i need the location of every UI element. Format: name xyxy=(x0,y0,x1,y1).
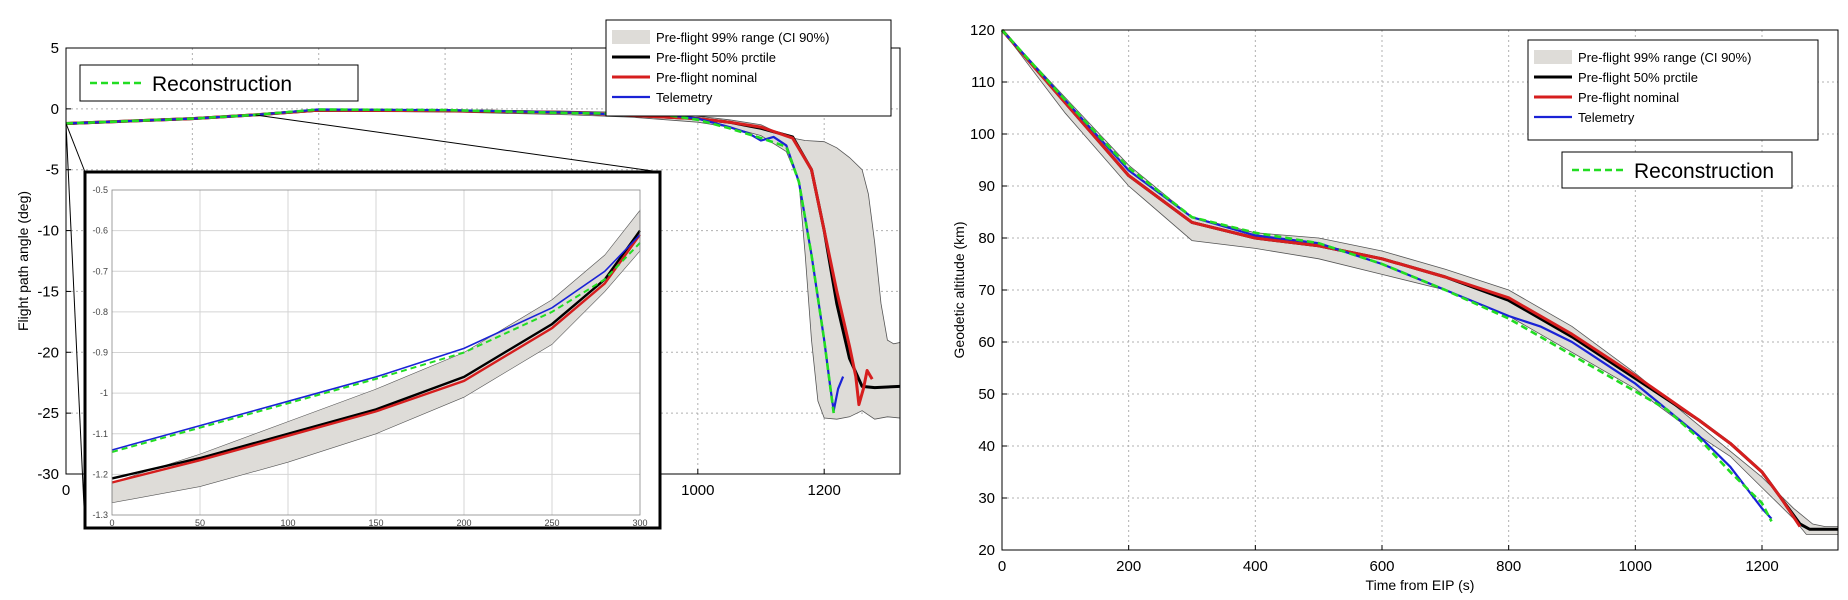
legend-entry-pre-flight-99-range-ci-90: Pre-flight 99% range (CI 90%) xyxy=(1578,50,1751,65)
y-tick-label: 0 xyxy=(51,101,59,118)
legend: Pre-flight 99% range (CI 90%) Pre-flight … xyxy=(1527,39,1819,141)
legend-box xyxy=(605,19,892,117)
legend-box xyxy=(1527,39,1819,141)
x-tick-label: 1000 xyxy=(1619,558,1652,575)
series-reconstruction xyxy=(1001,29,1773,523)
y-tick-label: -15 xyxy=(37,283,59,300)
zoom-connector xyxy=(65,123,86,529)
reconstruction-label: Reconstruction xyxy=(1634,160,1774,183)
legend-entry-pre-flight-nominal: Pre-flight nominal xyxy=(656,70,757,85)
reconstruction-label: Reconstruction xyxy=(152,73,292,96)
y-tick-label: 110 xyxy=(971,74,995,91)
inset-y-tick-label: -0.6 xyxy=(92,226,108,236)
y-axis-label: Geodetic altitude (km) xyxy=(951,222,967,359)
y-tick-label: 90 xyxy=(978,178,995,195)
inset-y-tick-label: -1.3 xyxy=(92,510,108,520)
x-tick-label: 800 xyxy=(1496,558,1521,575)
legend-entry-pre-flight-nominal: Pre-flight nominal xyxy=(1578,90,1679,105)
y-tick-label: 40 xyxy=(978,438,995,455)
x-tick-label: 1200 xyxy=(807,482,840,499)
y-tick-label: 60 xyxy=(978,334,995,351)
y-tick-label: 80 xyxy=(978,230,995,247)
inset-x-tick-label: 300 xyxy=(632,518,647,528)
y-tick-label: 30 xyxy=(978,490,995,507)
x-tick-label: 1200 xyxy=(1745,558,1778,575)
legend-entry-pre-flight-50-prctile: Pre-flight 50% prctile xyxy=(1578,70,1698,85)
inset-axes xyxy=(111,189,641,516)
y-tick-label: -25 xyxy=(37,405,59,422)
flight-path-angle-chart: 02004006008001000120050-5-10-15-20-25-30… xyxy=(15,19,901,530)
inset-y-tick-label: -0.5 xyxy=(92,185,108,195)
y-tick-label: -20 xyxy=(37,344,59,361)
x-axis-label: Time from EIP (s) xyxy=(1366,577,1475,593)
reconstruction-legend: Reconstruction xyxy=(1561,151,1793,189)
y-tick-label: 20 xyxy=(978,542,995,559)
inset-x-tick-label: 0 xyxy=(109,518,114,528)
x-tick-label: 0 xyxy=(62,482,70,499)
inset-y-tick-label: -0.7 xyxy=(92,266,108,276)
inset-x-tick-label: 250 xyxy=(544,518,559,528)
inset-zoom: 0 50 100 150 200 250 300 -0.5 -0.6 -0.7 -0.8 -0.9 -1… xyxy=(65,114,662,530)
inset-series-pre-flight-50-prctile xyxy=(111,229,641,480)
y-tick-label: -30 xyxy=(37,466,59,483)
inset-y-tick-label: -0.9 xyxy=(92,348,108,358)
inset-x-tick-label: 200 xyxy=(456,518,471,528)
inset-x-tick-label: 150 xyxy=(368,518,383,528)
inset-y-tick-label: -1.2 xyxy=(92,469,108,479)
legend-entry-pre-flight-99-range-ci-90: Pre-flight 99% range (CI 90%) xyxy=(656,30,829,45)
axes-frame xyxy=(1001,29,1839,551)
inset-series-reconstruction xyxy=(111,242,641,453)
inset-series-pre-flight-nominal xyxy=(111,233,641,484)
inset-y-tick-label: -1 xyxy=(100,388,108,398)
series-pre-flight-nominal xyxy=(1000,29,1802,528)
inset-y-tick-label: -0.8 xyxy=(92,307,108,317)
y-tick-label: -5 xyxy=(46,162,59,179)
x-tick-label: 200 xyxy=(1116,558,1141,575)
inset-x-tick-label: 50 xyxy=(195,518,205,528)
y-axis-label: Flight path angle (deg) xyxy=(15,191,31,331)
series-reconstruction xyxy=(65,108,835,414)
x-tick-label: 400 xyxy=(1243,558,1268,575)
zoom-connector xyxy=(255,114,661,173)
legend-entry-pre-flight-50-prctile: Pre-flight 50% prctile xyxy=(656,50,776,65)
y-tick-label: 100 xyxy=(970,126,995,143)
inset-series-telemetry xyxy=(111,234,641,451)
y-tick-label: -10 xyxy=(37,223,59,240)
legend: Pre-flight 99% range (CI 90%) Pre-flight … xyxy=(605,19,892,117)
geodetic-altitude-chart: 0 200 400 600 800 1000 1200 120 110 100 90 80 70 60 50… xyxy=(951,22,1839,593)
x-tick-label: 1000 xyxy=(681,482,714,499)
inset-y-tick-label: -1.1 xyxy=(92,429,108,439)
x-tick-label: 0 xyxy=(998,558,1006,575)
zoom-connector xyxy=(65,123,86,173)
legend-entry-telemetry: Telemetry xyxy=(1578,110,1635,125)
y-tick-label: 5 xyxy=(51,40,59,57)
legend-swatch-band xyxy=(1534,50,1572,64)
x-tick-label: 600 xyxy=(1369,558,1394,575)
inset-x-tick-label: 100 xyxy=(280,518,295,528)
y-tick-label: 50 xyxy=(978,386,995,403)
y-tick-label: 70 xyxy=(978,282,995,299)
legend-entry-telemetry: Telemetry xyxy=(656,90,713,105)
legend-swatch-band xyxy=(612,30,650,44)
y-tick-label: 120 xyxy=(970,22,995,39)
reconstruction-legend: Reconstruction xyxy=(79,64,359,102)
